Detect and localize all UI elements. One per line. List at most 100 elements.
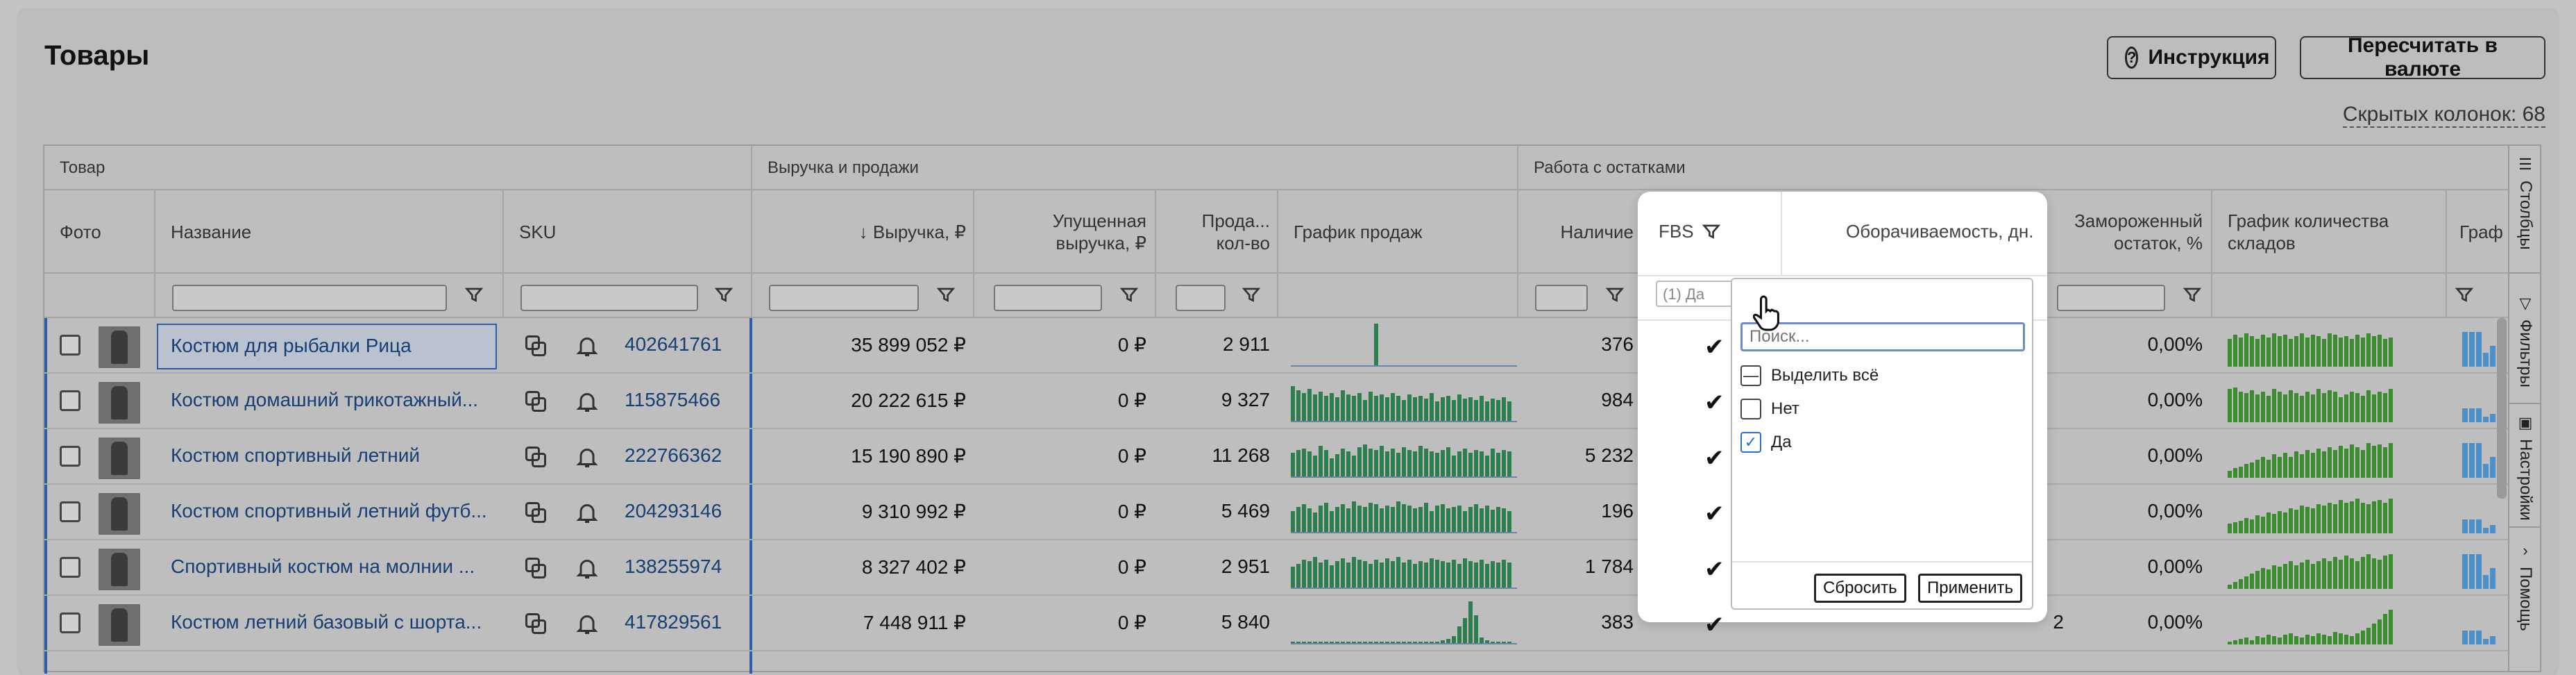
- hidden-columns-link[interactable]: Скрытых колонок: 68: [2342, 103, 2545, 128]
- sidebar-tab-columns[interactable]: ☰ Столбцы: [2509, 146, 2541, 274]
- scrollbar[interactable]: [2497, 318, 2507, 499]
- name-filter-input[interactable]: [172, 285, 447, 311]
- filter-icon[interactable]: [714, 286, 734, 308]
- product-name-link[interactable]: Спортивный костюм на молнии ...: [171, 556, 475, 577]
- fbs-filter-input[interactable]: (1) Да: [1656, 281, 1735, 307]
- row-checkbox[interactable]: [60, 612, 80, 633]
- filter-icon[interactable]: [464, 286, 484, 308]
- col-fbs[interactable]: FBS: [1659, 221, 1720, 242]
- col-photo[interactable]: Фото: [60, 222, 101, 242]
- option-yes[interactable]: ✓ Да: [1740, 432, 1792, 453]
- copy-icon[interactable]: [523, 389, 548, 414]
- select-all-checkbox[interactable]: —: [1740, 365, 1761, 386]
- filter-icon[interactable]: [2183, 286, 2202, 308]
- product-photo[interactable]: [99, 382, 140, 424]
- reset-button[interactable]: Сбросить: [1814, 574, 1906, 603]
- sku-filter-input[interactable]: [520, 285, 698, 311]
- copy-icon[interactable]: [523, 556, 548, 581]
- product-photo[interactable]: [99, 493, 140, 535]
- product-name-link[interactable]: Костюм спортивный летний футб...: [171, 500, 487, 522]
- sku-link[interactable]: 222766362: [625, 444, 722, 466]
- table-row[interactable]: Костюм домашний трикотажный... 115875466 2…: [44, 374, 2540, 429]
- sales-bar: [1496, 562, 1500, 588]
- sidebar-tab-settings[interactable]: ▣ Настройки: [2509, 404, 2541, 528]
- filter-icon[interactable]: [1242, 286, 1261, 308]
- extra-bar: [2469, 519, 2475, 533]
- warehouse-bar: [2383, 556, 2387, 589]
- copy-icon[interactable]: [523, 333, 548, 358]
- row-checkbox[interactable]: [60, 501, 80, 522]
- sku-link[interactable]: 417829561: [625, 611, 722, 633]
- extra-bar: [2476, 554, 2482, 589]
- sidebar-tab-help[interactable]: › Помощь: [2509, 532, 2541, 671]
- sales-bar: [1446, 562, 1450, 588]
- product-name-link[interactable]: Костюм спортивный летний: [171, 444, 421, 466]
- bell-icon[interactable]: [575, 444, 600, 469]
- filter-icon[interactable]: [1605, 286, 1625, 308]
- sales-bar: [1330, 511, 1334, 532]
- product-photo[interactable]: [99, 549, 140, 590]
- extra-bar: [2490, 457, 2496, 478]
- warehouse-bar: [2283, 335, 2287, 367]
- bell-icon[interactable]: [575, 333, 600, 358]
- col-name[interactable]: Название: [171, 222, 252, 242]
- col-turnover[interactable]: Оборачиваемость, дн.: [1846, 221, 2034, 242]
- sales-bar: [1368, 642, 1373, 643]
- product-name-link[interactable]: Костюм домашний трикотажный...: [171, 389, 479, 410]
- revenue-filter-input[interactable]: [769, 285, 919, 311]
- bell-icon[interactable]: [575, 500, 600, 525]
- copy-icon[interactable]: [523, 611, 548, 636]
- sidebar-tab-filters[interactable]: ▽ Фильтры: [2509, 285, 2541, 404]
- stock-filter-input[interactable]: [1535, 285, 1588, 311]
- col-lost-revenue[interactable]: Упущенная выручка, ₽: [981, 190, 1146, 274]
- sku-link[interactable]: 115875466: [625, 389, 721, 410]
- bell-icon[interactable]: [575, 389, 600, 414]
- col-sales-qty[interactable]: Прода... кол-во: [1163, 190, 1270, 274]
- sku-link[interactable]: 204293146: [625, 500, 722, 522]
- sku-link[interactable]: 138255974: [625, 556, 722, 577]
- col-sku[interactable]: SKU: [519, 222, 557, 242]
- col-revenue[interactable]: ↓ Выручка, ₽: [858, 222, 966, 242]
- recalc-currency-button[interactable]: Пересчитать в валюте: [2300, 34, 2545, 81]
- sales-bar: [1402, 562, 1406, 588]
- copy-icon[interactable]: [523, 444, 548, 469]
- product-name-link[interactable]: Костюм для рыбалки Рица: [157, 324, 497, 369]
- copy-icon[interactable]: [523, 500, 548, 525]
- table-row[interactable]: Спортивный костюм на молнии ... 138255974…: [44, 540, 2540, 596]
- select-all-option[interactable]: — Выделить всё: [1740, 365, 1879, 386]
- product-photo[interactable]: [99, 438, 140, 479]
- sku-link[interactable]: 402641761: [625, 333, 722, 355]
- bell-icon[interactable]: [575, 556, 600, 581]
- row-checkbox[interactable]: [60, 446, 80, 467]
- filter-icon[interactable]: [2455, 286, 2474, 308]
- bell-icon[interactable]: [575, 611, 600, 636]
- row-checkbox[interactable]: [60, 390, 80, 411]
- filter-icon[interactable]: [936, 286, 956, 308]
- apply-button[interactable]: Применить: [1918, 574, 2023, 603]
- filter-icon[interactable]: [1119, 286, 1139, 308]
- col-sales-chart[interactable]: График продаж: [1294, 222, 1423, 242]
- row-checkbox[interactable]: [60, 335, 80, 356]
- table-row[interactable]: Костюм для рыбалки Рица 402641761 35 899 0…: [44, 318, 2540, 374]
- filter-icon[interactable]: [1702, 223, 1720, 241]
- option-no[interactable]: Нет: [1740, 399, 1799, 419]
- product-photo[interactable]: [99, 326, 140, 368]
- option-yes-checkbox[interactable]: ✓: [1740, 432, 1761, 453]
- col-stock[interactable]: Наличие: [1560, 222, 1634, 242]
- col-warehouses-chart[interactable]: График количества складов: [2228, 190, 2389, 274]
- table-row[interactable]: Костюм летний базовый с шорта... 41782956…: [44, 596, 2540, 651]
- qty-filter-input[interactable]: [1176, 285, 1226, 311]
- lost-revenue-filter-input[interactable]: [994, 285, 1102, 311]
- product-photo[interactable]: [99, 604, 140, 646]
- table-row[interactable]: Костюм спортивный летний 222766362 15 190 …: [44, 429, 2540, 485]
- dropdown-search-input[interactable]: [1740, 322, 2025, 351]
- row-checkbox[interactable]: [60, 557, 80, 578]
- product-name-link[interactable]: Костюм летний базовый с шорта...: [171, 611, 482, 633]
- help-button[interactable]: ? Инструкция: [2107, 36, 2276, 79]
- col-frozen[interactable]: Замороженный остаток, %: [2043, 190, 2203, 274]
- table-row[interactable]: Костюм спортивный летний футб... 20429314…: [44, 485, 2540, 540]
- frozen-filter-input[interactable]: [2057, 285, 2165, 311]
- col-more[interactable]: Графи: [2459, 222, 2504, 242]
- sales-bar: [1435, 401, 1439, 421]
- option-no-checkbox[interactable]: [1740, 399, 1761, 419]
